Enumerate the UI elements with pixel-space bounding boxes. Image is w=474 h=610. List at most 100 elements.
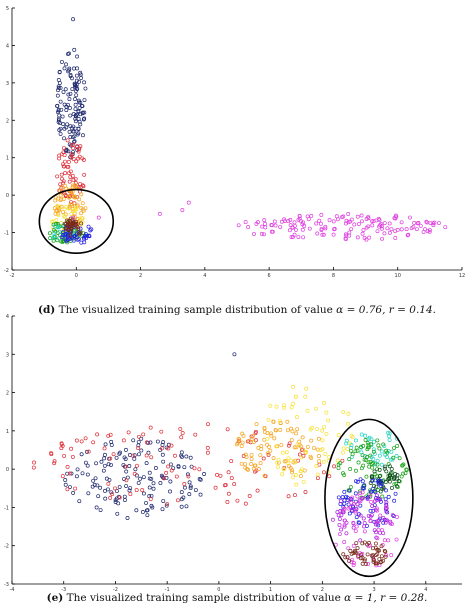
point — [371, 508, 376, 513]
point — [427, 228, 432, 232]
point — [126, 430, 131, 435]
point — [69, 446, 74, 451]
point — [73, 194, 77, 199]
point — [95, 483, 100, 488]
point — [161, 475, 166, 480]
point — [381, 520, 386, 525]
x-tick-label: 6 — [268, 273, 271, 279]
point — [68, 113, 73, 118]
point — [356, 553, 361, 558]
point — [57, 69, 62, 74]
point — [366, 224, 371, 229]
point — [274, 404, 279, 409]
point — [149, 455, 154, 460]
point — [67, 68, 71, 73]
point — [348, 498, 353, 502]
point — [64, 125, 69, 130]
point — [372, 503, 377, 508]
point — [95, 432, 100, 437]
point — [362, 540, 367, 545]
point — [66, 159, 71, 164]
point — [32, 460, 37, 465]
point — [338, 509, 343, 513]
point — [287, 228, 292, 233]
point — [324, 431, 329, 436]
point — [81, 117, 86, 122]
point — [307, 226, 312, 231]
point — [77, 119, 82, 124]
point — [148, 425, 153, 430]
point — [315, 447, 320, 452]
point — [254, 429, 258, 434]
point — [79, 206, 84, 211]
point — [56, 225, 61, 230]
point — [57, 224, 62, 229]
point — [384, 448, 389, 453]
point — [109, 443, 114, 447]
x-tick-label: -2 — [113, 587, 118, 593]
point — [367, 540, 371, 545]
point — [198, 492, 203, 497]
point — [360, 219, 364, 224]
point — [414, 227, 419, 232]
point — [377, 453, 382, 458]
point — [278, 420, 283, 425]
point — [290, 225, 295, 230]
point — [372, 449, 376, 454]
point — [285, 460, 290, 465]
point — [244, 455, 249, 460]
point — [61, 162, 66, 167]
point — [297, 214, 302, 218]
point — [384, 506, 389, 511]
point — [59, 239, 64, 244]
point — [350, 509, 354, 514]
point — [351, 502, 356, 506]
point — [226, 491, 231, 496]
point — [77, 147, 81, 152]
point — [159, 429, 164, 434]
caption-label-e: (e) — [47, 592, 64, 604]
point — [67, 223, 72, 228]
point — [50, 236, 55, 241]
point — [335, 458, 340, 463]
point — [350, 495, 355, 500]
point — [395, 514, 399, 519]
point — [85, 472, 90, 477]
point — [289, 405, 294, 410]
point — [383, 520, 388, 525]
point — [103, 442, 108, 447]
point — [293, 493, 297, 498]
point — [271, 456, 276, 461]
point — [366, 442, 371, 447]
point — [370, 504, 375, 508]
point — [102, 456, 107, 461]
point — [73, 102, 78, 107]
point — [75, 467, 80, 472]
point — [340, 215, 344, 220]
point — [412, 220, 417, 225]
point — [181, 495, 186, 500]
point — [56, 78, 61, 82]
point — [381, 515, 386, 520]
point — [392, 498, 397, 503]
point — [386, 538, 391, 543]
point — [66, 92, 71, 97]
x-tick-label: -1 — [165, 587, 170, 593]
point — [82, 172, 87, 177]
point — [55, 209, 60, 213]
point — [369, 478, 374, 483]
point — [390, 457, 395, 462]
point — [401, 462, 406, 467]
y-tick-label: -2 — [4, 544, 9, 550]
y-tick-label: -1 — [4, 231, 9, 237]
point — [247, 438, 252, 443]
point — [377, 557, 382, 562]
point — [73, 233, 77, 238]
point — [363, 433, 368, 438]
point — [48, 236, 53, 241]
point — [63, 232, 68, 237]
point — [369, 442, 374, 447]
point — [394, 214, 399, 219]
